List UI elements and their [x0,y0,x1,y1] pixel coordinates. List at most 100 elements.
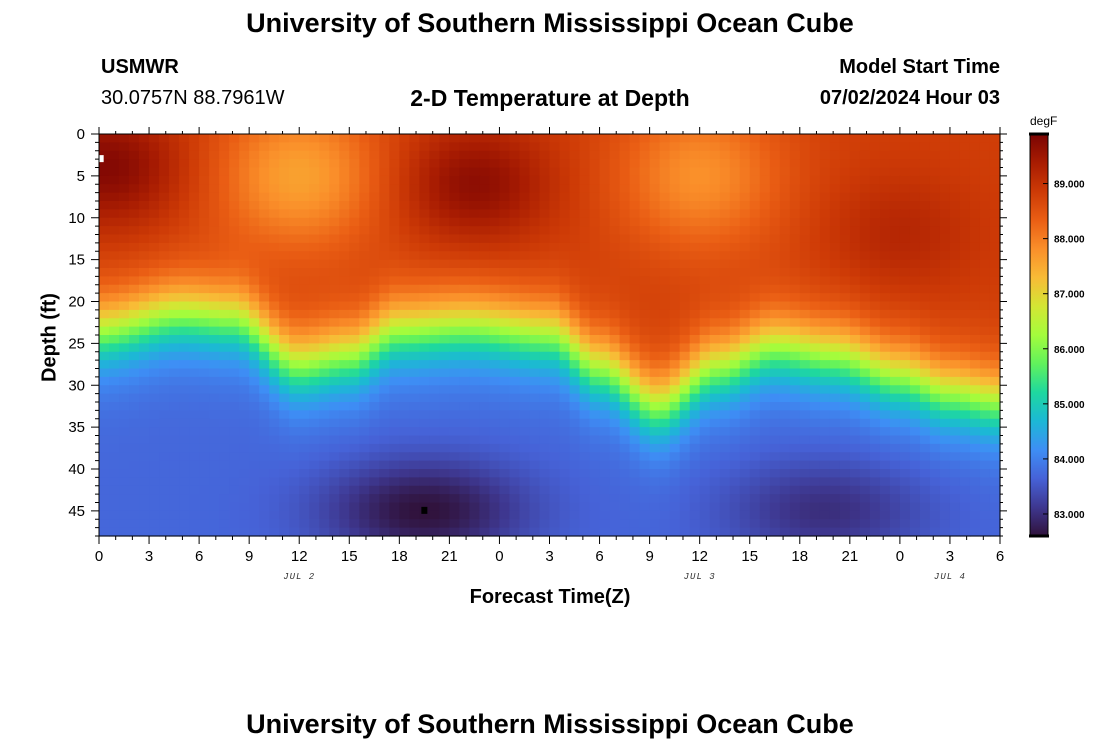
heatmap-cell [659,494,671,504]
main-title: University of Southern Mississippi Ocean… [246,8,854,38]
heatmap-cell [509,293,521,303]
heatmap-cell [839,393,851,403]
heatmap-cell [979,192,991,202]
heatmap-cell [869,519,881,529]
heatmap-cell [239,159,250,169]
heatmap-cell [679,360,691,370]
heatmap-cell [179,510,190,520]
heatmap-cell [419,402,430,411]
heatmap-cell [259,477,270,487]
heatmap-cell [419,343,430,353]
heatmap-cell [729,175,741,185]
heatmap-cell [939,460,951,470]
heatmap-cell [639,343,651,353]
heatmap-cell [559,201,571,210]
heatmap-cell [689,443,701,453]
heatmap-cell [239,326,250,336]
heatmap-cell [439,201,450,210]
heatmap-cell [559,167,571,177]
heatmap-cell [209,209,220,219]
heatmap-cell [859,519,871,529]
heatmap-cell [229,351,240,361]
heatmap-cell [309,217,320,227]
heatmap-cell [149,217,160,227]
heatmap-cell [899,268,911,277]
heatmap-cell [509,343,521,353]
heatmap-cell [659,435,671,445]
heatmap-cell [709,150,721,160]
heatmap-cell [499,351,511,361]
heatmap-cell [919,368,931,378]
heatmap-cell [449,527,460,537]
heatmap-cell [959,318,971,328]
heatmap-cell [529,360,541,370]
heatmap-cell [929,393,941,403]
heatmap-cell [859,360,871,370]
heatmap-cell [209,443,220,453]
x-tick-label: 0 [495,548,503,565]
heatmap-cell [889,175,901,185]
heatmap-cell [809,175,821,185]
heatmap-cell [149,268,160,277]
heatmap-cell [689,368,701,378]
heatmap-cell [439,418,450,428]
heatmap-cell [379,226,390,236]
heatmap-cell [169,284,180,294]
heatmap-cell [149,276,160,286]
heatmap-cell [479,276,491,286]
heatmap-cell [969,385,981,395]
heatmap-cell [109,368,120,378]
heatmap-cell [699,460,711,470]
heatmap-cell [359,159,370,169]
heatmap-cell [489,159,501,169]
heatmap-cell [839,301,851,311]
heatmap-cell [449,418,460,428]
heatmap-cell [199,469,210,478]
heatmap-cell [519,485,531,495]
heatmap-cell [759,393,771,403]
heatmap-cell [849,259,861,269]
heatmap-cell [799,184,811,194]
heatmap-cell [119,293,130,303]
heatmap-cell [509,150,521,160]
heatmap-cell [649,477,661,487]
heatmap-cell [629,175,641,185]
heatmap-cell [359,393,370,403]
heatmap-cell [569,318,581,328]
heatmap-cell [529,242,541,252]
heatmap-cell [779,510,791,520]
heatmap-cell [559,360,571,370]
heatmap-cell [319,209,330,219]
heatmap-cell [319,477,330,487]
heatmap-cell [439,402,450,411]
heatmap-cell [679,268,691,277]
heatmap-cell [379,460,390,470]
heatmap-cell [399,201,410,210]
heatmap-cell [459,309,471,319]
heatmap-cell [499,402,511,411]
heatmap-cell [779,452,791,462]
heatmap-cell [739,443,751,453]
heatmap-cell [99,335,110,344]
heatmap-cell [569,351,581,361]
heatmap-cell [859,376,871,386]
heatmap-cell [629,494,641,504]
heatmap-cell [289,301,300,311]
heatmap-cell [339,184,350,194]
heatmap-cell [259,284,270,294]
heatmap-cell [869,134,881,143]
heatmap-cell [949,259,961,269]
heatmap-cell [749,134,761,143]
heatmap-cell [829,184,841,194]
heatmap-cell [259,150,270,160]
heatmap-cell [99,276,110,286]
heatmap-cell [819,167,831,177]
heatmap-cell [929,519,941,529]
heatmap-cell [229,502,240,512]
heatmap-cell [499,184,511,194]
heatmap-cell [249,184,260,194]
heatmap-cell [829,494,841,504]
heatmap-cell [769,184,781,194]
heatmap-cell [769,134,781,143]
heatmap-cell [199,502,210,512]
